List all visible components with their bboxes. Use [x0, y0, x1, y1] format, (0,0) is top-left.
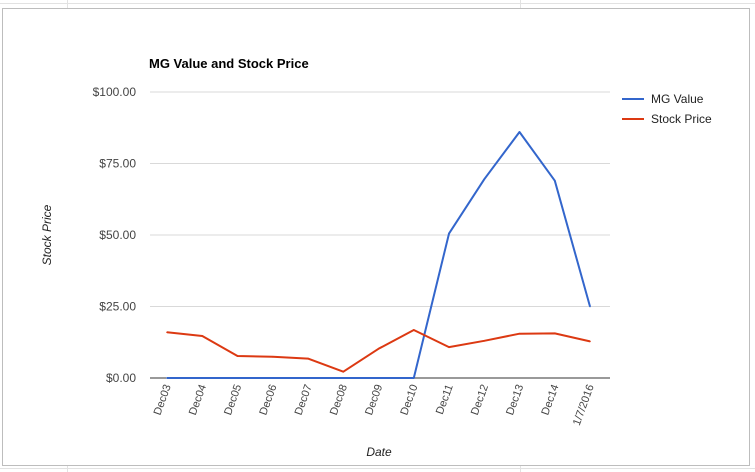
- y-tick-label: $50.00: [99, 228, 136, 242]
- data-point: [448, 232, 450, 235]
- data-point: [377, 348, 380, 350]
- x-axis-ticks: Dec03 Dec04 Dec05 Dec06 Dec07 Dec08 Dec09 Dec10…: [152, 383, 597, 427]
- data-point: [271, 356, 274, 358]
- data-point: [307, 357, 309, 360]
- data-point: [307, 377, 309, 379]
- series-lines: [166, 131, 591, 379]
- x-tick-label: Dec11: [434, 383, 456, 416]
- y-tick-label: $0.00: [106, 371, 136, 385]
- x-tick-label: Dec08: [328, 383, 350, 417]
- legend: MG Value Stock Price: [622, 92, 712, 126]
- data-point: [589, 340, 591, 343]
- x-tick-label: Dec03: [152, 383, 174, 417]
- y-tick-label: $100.00: [93, 85, 137, 99]
- data-point: [483, 178, 486, 181]
- x-tick-label: Dec12: [469, 383, 491, 417]
- x-tick-label: Dec10: [398, 383, 420, 417]
- y-axis-label: Stock Price: [40, 204, 54, 265]
- data-point: [236, 377, 239, 379]
- y-tick-label: $75.00: [99, 157, 136, 171]
- series-line-2: [166, 329, 591, 373]
- data-point: [412, 377, 415, 379]
- chart-title: MG Value and Stock Price: [149, 56, 309, 71]
- x-tick-label: Dec09: [363, 383, 385, 417]
- data-point: [589, 305, 591, 308]
- data-point: [342, 370, 345, 373]
- gridlines: [150, 91, 610, 307]
- x-tick-label: Dec04: [187, 383, 209, 417]
- data-point: [166, 331, 168, 334]
- data-point: [342, 377, 345, 379]
- data-point: [377, 377, 380, 379]
- y-axis-ticks: $0.00 $25.00 $50.00 $75.00 $100.00: [93, 85, 137, 385]
- data-point: [166, 377, 168, 379]
- x-tick-label: 1/7/2016: [571, 383, 597, 427]
- y-tick-label: $25.00: [99, 300, 136, 314]
- data-point: [271, 377, 274, 379]
- data-point: [518, 332, 521, 335]
- x-tick-label: Dec14: [539, 383, 561, 417]
- data-point: [412, 329, 415, 331]
- x-tick-label: Dec06: [257, 383, 279, 417]
- x-tick-label: Dec05: [222, 383, 244, 417]
- x-tick-label: Dec07: [293, 383, 315, 417]
- data-point: [553, 179, 556, 182]
- x-tick-label: Dec13: [504, 383, 526, 417]
- legend-label: MG Value: [651, 92, 704, 106]
- chart-container[interactable]: [2, 8, 750, 466]
- data-point: [483, 340, 486, 342]
- data-point: [518, 131, 521, 133]
- series-line-1: [167, 131, 591, 379]
- x-axis-label: Date: [366, 445, 392, 459]
- data-point: [201, 335, 204, 337]
- data-point: [236, 355, 239, 357]
- data-point: [448, 346, 450, 348]
- legend-label: Stock Price: [651, 112, 712, 126]
- data-point: [553, 332, 556, 335]
- data-point: [201, 377, 204, 379]
